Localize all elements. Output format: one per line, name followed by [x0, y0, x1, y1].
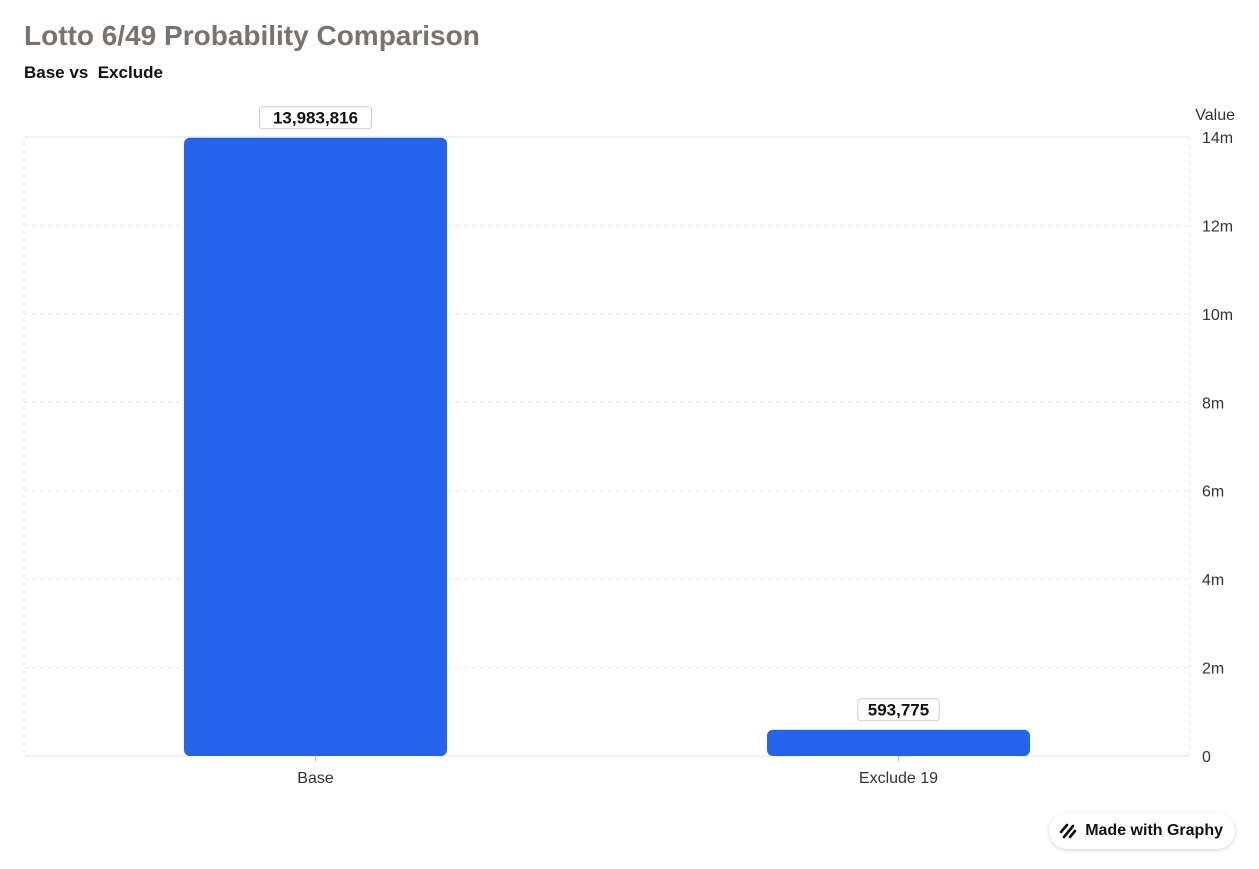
y-tick-label: 2m [1202, 661, 1224, 678]
y-axis-label: Value [1195, 107, 1235, 124]
y-tick-label: 0 [1202, 749, 1211, 766]
y-tick-label: 4m [1202, 572, 1224, 589]
value-label-box [259, 106, 372, 130]
value-label: 13,983,816 [273, 109, 358, 128]
chart-title: Lotto 6/49 Probability Comparison [24, 20, 480, 51]
badge-label: Made with Graphy [1085, 822, 1223, 839]
y-tick-label: 14m [1202, 130, 1233, 147]
bar [767, 729, 1030, 756]
y-tick-label: 10m [1202, 307, 1233, 324]
y-tick-label: 8m [1202, 395, 1224, 412]
x-tick-label: Base [297, 770, 334, 787]
value-label-box [857, 698, 940, 722]
y-tick-label: 6m [1202, 484, 1224, 501]
bar [184, 137, 447, 756]
graphy-logo-icon [1059, 823, 1077, 839]
plot-frame [23, 136, 1191, 757]
chart-subtitle: Base vs Exclude [24, 63, 163, 82]
made-with-graphy-badge[interactable]: Made with Graphy [1049, 813, 1235, 849]
value-label: 593,775 [868, 701, 929, 720]
y-tick-label: 12m [1202, 218, 1233, 235]
x-tick-label: Exclude 19 [859, 770, 938, 787]
